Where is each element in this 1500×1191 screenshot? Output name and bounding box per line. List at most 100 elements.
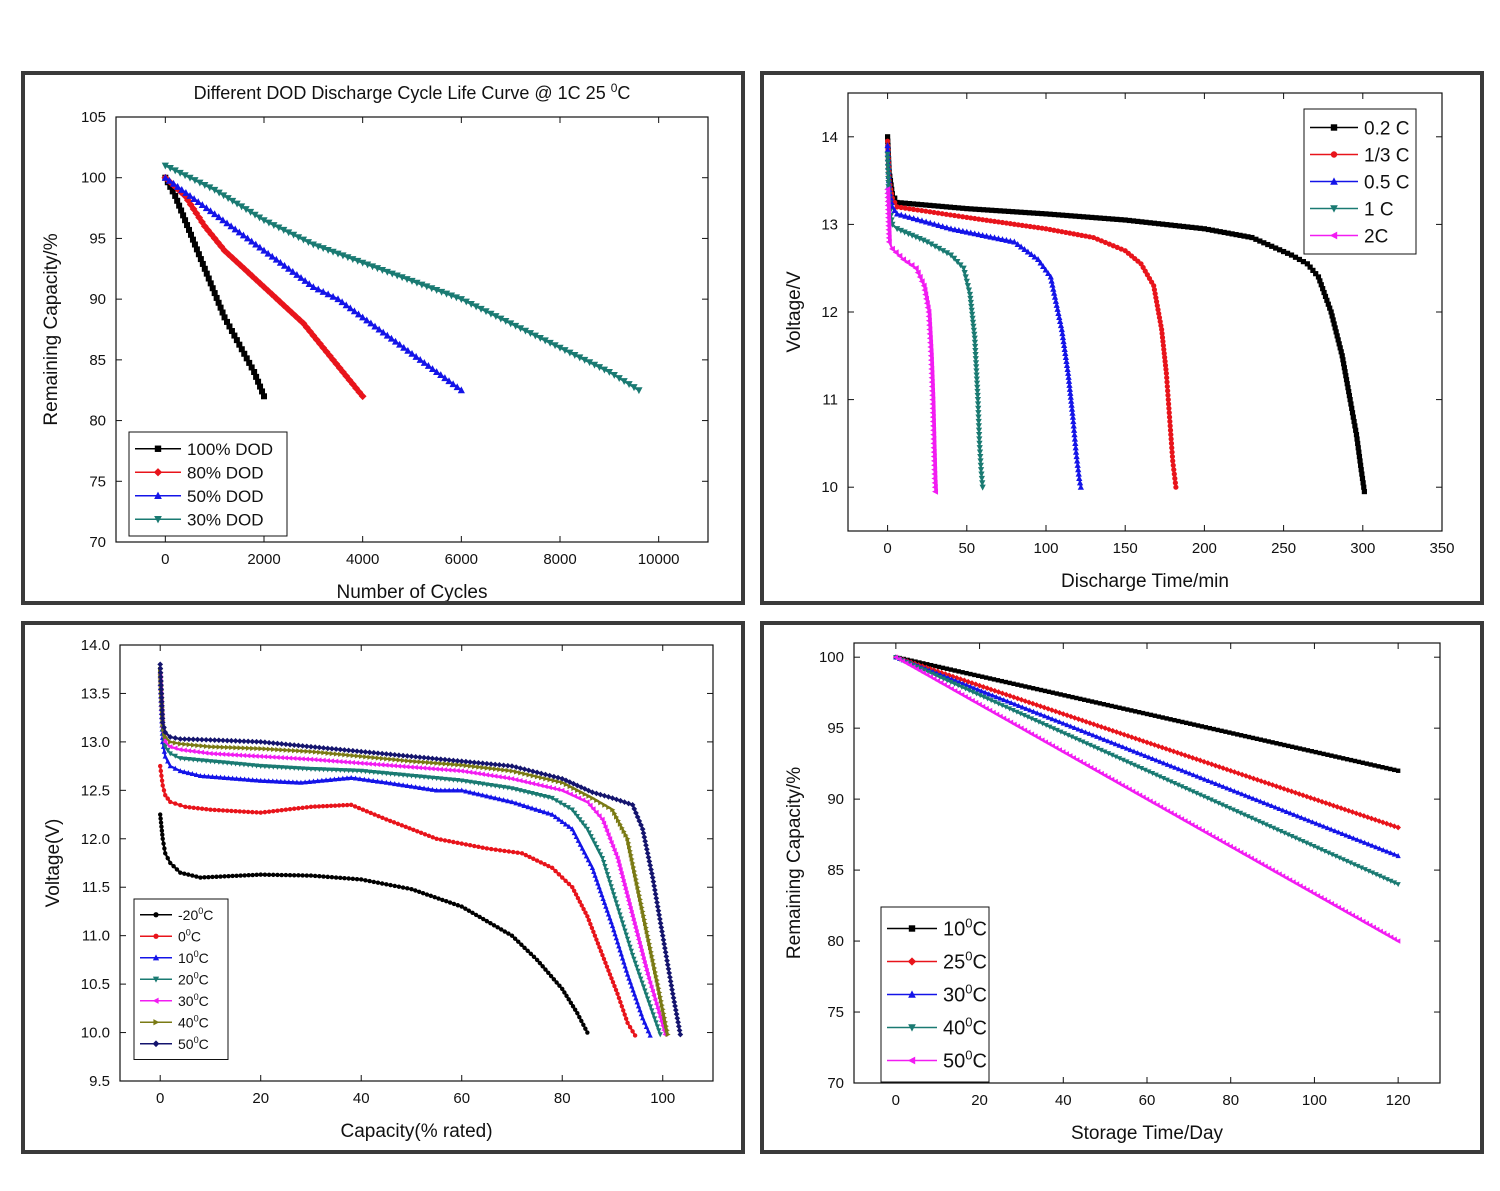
series-marker <box>972 215 978 222</box>
series-marker <box>583 1026 588 1031</box>
series-marker <box>645 933 651 939</box>
series-marker <box>566 823 572 829</box>
series-marker <box>1046 741 1052 747</box>
series-marker <box>1138 751 1145 757</box>
chart-title: Different DOD Discharge Cycle Life Curve… <box>194 81 631 103</box>
legend-label: 400C <box>178 1014 209 1031</box>
series-marker <box>1052 297 1059 304</box>
series-marker <box>1172 764 1178 770</box>
series-marker <box>186 200 195 209</box>
series-marker <box>885 138 891 144</box>
series-marker <box>611 892 617 898</box>
series-marker <box>417 759 423 765</box>
series-2c <box>884 186 939 495</box>
series-marker <box>332 803 338 808</box>
series-marker <box>1233 232 1239 238</box>
series-marker <box>312 749 319 755</box>
series-marker <box>296 873 301 878</box>
series-marker <box>455 762 461 768</box>
series-marker <box>1167 418 1173 425</box>
series-marker <box>1021 246 1028 253</box>
series-marker <box>302 779 308 785</box>
series-marker <box>637 1007 643 1013</box>
series-marker <box>491 923 497 928</box>
series-marker <box>283 807 289 812</box>
series-marker <box>295 766 302 772</box>
series-marker <box>623 932 629 938</box>
series-marker <box>1273 245 1279 251</box>
series-marker <box>379 881 385 886</box>
series-marker <box>1321 751 1326 757</box>
series-marker <box>1166 414 1173 420</box>
series-marker <box>1034 256 1042 263</box>
series-marker <box>1101 736 1107 742</box>
series-marker <box>509 786 515 792</box>
series-marker <box>279 872 284 878</box>
series-marker <box>975 423 982 430</box>
series-marker <box>396 884 402 889</box>
series-marker <box>1280 807 1286 813</box>
series-marker <box>1123 745 1130 751</box>
series-marker <box>663 1023 669 1029</box>
series-marker <box>1039 721 1046 727</box>
series-marker <box>425 765 431 772</box>
series-marker <box>599 855 606 862</box>
series-marker <box>1024 248 1032 255</box>
series-marker <box>884 186 891 193</box>
series-marker <box>1097 735 1104 741</box>
series-marker <box>429 766 435 772</box>
series-marker <box>1166 410 1172 416</box>
series-marker <box>1213 835 1219 842</box>
series-marker <box>518 770 524 776</box>
series-marker <box>258 777 264 783</box>
series-marker <box>577 841 583 847</box>
series-marker <box>358 768 364 774</box>
series-marker <box>257 753 263 760</box>
series-marker <box>1053 301 1060 308</box>
series-marker <box>251 211 259 219</box>
series-marker <box>978 688 985 694</box>
series-marker <box>1159 330 1165 337</box>
series-marker <box>1117 705 1122 710</box>
series-marker <box>161 724 167 731</box>
series-marker <box>1163 366 1169 372</box>
series-marker <box>971 335 978 342</box>
series-marker <box>974 392 981 399</box>
series-marker <box>648 949 654 955</box>
series-marker <box>657 920 664 927</box>
series-marker <box>884 146 891 153</box>
series-marker <box>600 366 608 374</box>
series-marker <box>1082 729 1089 735</box>
series-marker <box>220 808 226 813</box>
series-marker <box>624 971 631 977</box>
series-marker <box>1070 694 1075 700</box>
series-marker <box>977 467 985 474</box>
series-marker <box>194 757 201 763</box>
series-marker <box>575 895 581 901</box>
series-marker <box>507 320 515 328</box>
series-marker <box>1373 872 1379 878</box>
series-marker <box>206 184 214 192</box>
series-marker <box>274 778 280 784</box>
series-marker <box>1353 914 1359 921</box>
series-marker <box>279 747 285 753</box>
series-marker <box>433 287 441 294</box>
series-marker <box>285 229 293 237</box>
series-marker <box>639 952 645 958</box>
series-marker <box>190 736 197 743</box>
series-marker <box>1164 375 1170 381</box>
series-marker <box>642 838 649 845</box>
series-marker <box>1270 825 1277 831</box>
series-marker <box>1019 683 1024 688</box>
series-marker <box>929 387 936 394</box>
series-marker <box>925 662 930 667</box>
series-marker <box>968 303 975 310</box>
series-marker <box>627 905 633 912</box>
series-marker <box>619 1004 625 1009</box>
series-marker <box>642 916 648 923</box>
series-marker <box>207 737 214 743</box>
series-marker <box>186 192 194 199</box>
series-marker <box>1151 800 1157 806</box>
series-marker <box>316 757 322 763</box>
series-marker <box>531 856 536 861</box>
